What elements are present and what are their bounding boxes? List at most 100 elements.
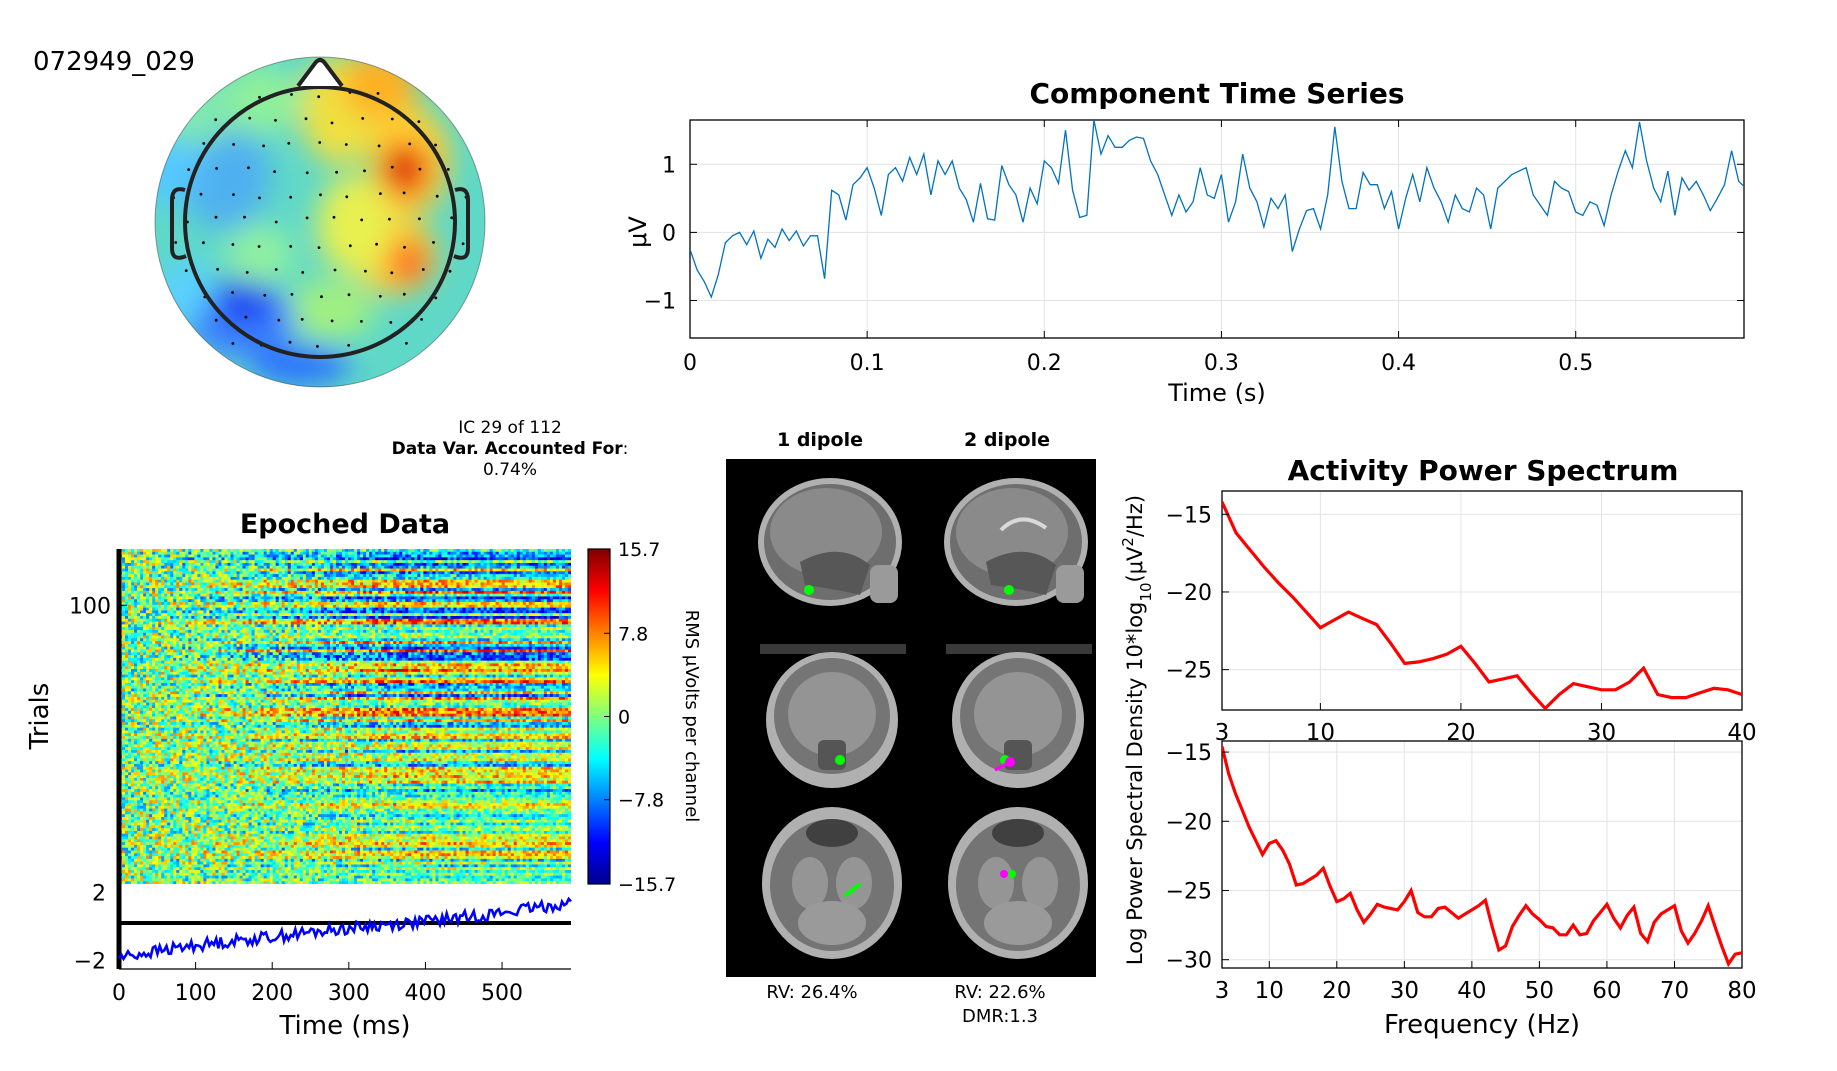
heatmap-cell <box>329 554 334 558</box>
electrode-dot <box>174 241 178 244</box>
heatmap-cell <box>293 568 298 572</box>
heatmap-cell <box>471 549 476 553</box>
heatmap-cell <box>438 571 443 575</box>
heatmap-cell <box>224 565 229 570</box>
heatmap-cell <box>498 565 503 570</box>
heatmap-cell <box>543 551 548 556</box>
heatmap-cell <box>188 557 192 561</box>
heatmap-cell <box>317 551 322 556</box>
heatmap-cell <box>227 551 232 556</box>
heatmap-cell <box>227 557 232 561</box>
heatmap-cell <box>254 557 259 561</box>
heatmap-cell <box>305 562 310 567</box>
heatmap-cell <box>528 557 533 561</box>
heatmap-cell <box>504 551 509 556</box>
heatmap-cell <box>212 549 217 553</box>
heatmap-cell <box>381 568 385 572</box>
heatmap-cell <box>465 557 470 561</box>
heatmap-cell <box>212 551 217 556</box>
heatmap-cell <box>552 549 557 553</box>
heatmap-cell <box>257 551 262 556</box>
heatmap-cell <box>233 560 238 564</box>
heatmap-cell <box>471 557 476 561</box>
heatmap-cell <box>438 560 443 564</box>
heatmap-cell <box>260 551 265 556</box>
heatmap-cell <box>128 557 132 561</box>
heatmap-cell <box>435 565 440 570</box>
heatmap-cell <box>314 571 319 575</box>
heatmap-cell <box>378 557 382 561</box>
electrode-dot <box>332 215 336 219</box>
heatmap-cell <box>245 557 250 561</box>
electrode-dot <box>344 143 348 146</box>
heatmap-cell <box>293 551 298 556</box>
heatmap-cell <box>221 562 226 567</box>
heatmap-cell <box>209 551 214 556</box>
heatmap-cell <box>305 571 310 575</box>
heatmap-cell <box>519 557 524 561</box>
heatmap-cell <box>540 565 545 570</box>
heatmap-cell <box>546 565 551 570</box>
electrode-dot <box>461 242 465 246</box>
heatmap-cell <box>149 549 153 553</box>
heatmap-cell <box>459 568 464 572</box>
heatmap-cell <box>299 554 304 558</box>
heatmap-cell <box>516 565 521 570</box>
heatmap-cell <box>296 549 301 553</box>
heatmap-cell <box>242 557 247 561</box>
heatmap-cell <box>233 557 238 561</box>
heatmap-cell <box>483 549 488 553</box>
heatmap-cell <box>405 560 409 564</box>
heatmap-cell <box>384 562 388 567</box>
heatmap-cell <box>498 557 503 561</box>
heatmap-cell <box>323 565 328 570</box>
heatmap-cell <box>384 565 388 570</box>
heatmap-cell <box>423 557 427 561</box>
scalp-topomap <box>154 56 486 388</box>
heatmap-cell <box>504 554 509 558</box>
electrode-dot <box>202 142 206 145</box>
heatmap-cell <box>146 557 150 561</box>
heatmap-cell <box>272 549 277 553</box>
heatmap-cell <box>152 562 156 567</box>
heatmap-cell <box>173 554 177 558</box>
heatmap-cell <box>432 571 436 575</box>
heatmap-cell <box>513 568 518 572</box>
heatmap-cell <box>143 560 147 564</box>
time-series-line <box>690 120 1744 299</box>
heatmap-cell <box>360 560 364 564</box>
heatmap-cell <box>528 568 533 572</box>
heatmap-cell <box>200 554 204 558</box>
heatmap-cell <box>245 549 250 553</box>
heatmap-cell <box>372 571 376 575</box>
heatmap-cell <box>492 565 497 570</box>
heatmap-cell <box>354 554 358 558</box>
heatmap-cell <box>522 562 527 567</box>
heatmap-cell <box>209 554 214 558</box>
heatmap-cell <box>363 551 367 556</box>
electrode-dot <box>214 215 218 219</box>
heatmap-cell <box>480 557 485 561</box>
heatmap-cell <box>567 562 571 567</box>
heatmap-cell <box>143 549 147 553</box>
heatmap-cell <box>564 562 569 567</box>
heatmap-cell <box>329 565 334 570</box>
heatmap-cell <box>200 551 204 556</box>
heatmap-cell <box>290 560 295 564</box>
heatmap-cell <box>345 554 349 558</box>
heatmap-cell <box>185 554 189 558</box>
heatmap-cell <box>158 557 162 561</box>
heatmap-cell <box>308 571 313 575</box>
heatmap-cell <box>287 554 292 558</box>
electrode-dot <box>432 241 435 244</box>
heatmap-cell <box>128 568 132 572</box>
heatmap-cell <box>462 562 467 567</box>
heatmap-cell <box>495 560 500 564</box>
heatmap-cell <box>369 568 373 572</box>
heatmap-cell <box>534 551 539 556</box>
heatmap-cell <box>372 568 376 572</box>
heatmap-cell <box>326 560 331 564</box>
heatmap-cell <box>441 557 446 561</box>
heatmap-cell <box>363 557 367 561</box>
electrode-dot <box>199 192 203 196</box>
